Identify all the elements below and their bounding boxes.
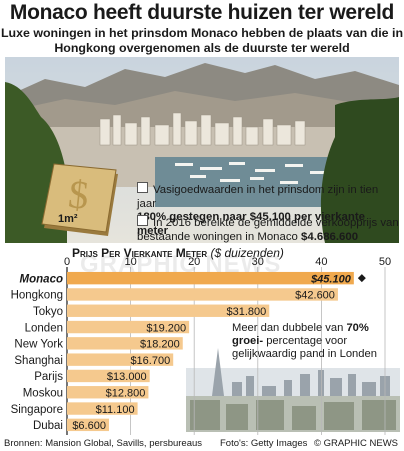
bar: [67, 353, 174, 366]
price-bar-chart: 0 10 20 30 40 50 Monaco Hongkong Tokyo Londen New…: [11, 256, 400, 435]
fact2-value: $4.686.600: [301, 230, 359, 243]
category-label: Monaco: [20, 273, 63, 285]
value-label: $11.100: [96, 404, 135, 416]
london-annotation: Meer dan dubbele van 70% groei- percenta…: [232, 322, 400, 361]
value-label: $42.600: [295, 290, 335, 302]
bullet-square-icon: [137, 215, 148, 226]
subtitle-line-2: Hongkong overgenomen als de duurste ter …: [54, 41, 350, 55]
category-label: Tokyo: [33, 306, 63, 318]
value-label: $13.000: [107, 371, 147, 383]
fact1-line-a: Vasigoedwaarden in het prinsdom zijn in …: [137, 184, 379, 210]
value-label: $16.700: [130, 355, 170, 367]
bar: [67, 320, 190, 334]
chart-title-text: Prijs Per Vierkante Meter: [72, 246, 208, 260]
bullet-square-icon: [137, 182, 148, 193]
category-label: Parijs: [34, 371, 63, 383]
chart-title: Prijs Per Vierkante Meter ($ duizenden): [72, 246, 284, 260]
category-label: Londen: [25, 322, 63, 334]
bar: [67, 337, 183, 350]
fact2-line-a: In 2016 bereikte de gemiddelde verkooppr…: [153, 217, 399, 229]
x-tick-label: 30: [252, 256, 264, 268]
bar: [67, 402, 138, 415]
fact1-line-b: 180% gestegen naar $45.100 per vierkante…: [137, 211, 365, 237]
note-part-c: percentage voor gelijkwaardig pand in Lo…: [232, 335, 377, 360]
bar: [67, 304, 270, 317]
category-label: Shanghai: [14, 355, 63, 367]
category-label: Hongkong: [11, 290, 63, 302]
value-label: $18.200: [140, 339, 180, 351]
value-label: $6.600: [72, 420, 106, 432]
value-label: $31.800: [226, 306, 266, 318]
category-label: Dubai: [33, 420, 63, 432]
x-tick-label: 10: [124, 256, 136, 268]
london-skyline-photo: [186, 348, 400, 432]
fact-block-2: In 2016 bereikte de gemiddelde verkooppr…: [137, 215, 399, 244]
square-meter-coin-icon: $ 1m²: [38, 160, 122, 242]
x-tick-label: 50: [379, 256, 391, 268]
source-text: Bronnen: Mansion Global, Savills, persbu…: [4, 438, 203, 449]
page-title: Monaco heeft duurste huizen ter wereld: [9, 1, 395, 24]
highlight-diamond-icon: [357, 274, 366, 283]
note-part-b: 70% groei-: [232, 322, 369, 347]
bar: [67, 418, 109, 432]
bar: [67, 288, 338, 301]
category-label: Moskou: [23, 387, 63, 399]
x-tick-label: 20: [188, 256, 200, 268]
photo-credit: Foto's: Getty Images: [220, 438, 308, 449]
note-part-a: Meer dan dubbele van: [232, 322, 347, 334]
svg-text:$: $: [66, 171, 91, 218]
category-label: New York: [14, 339, 63, 351]
copyright: © GRAPHIC NEWS: [313, 438, 398, 449]
value-label: $19.200: [146, 322, 186, 334]
x-tick-label: 0: [64, 256, 70, 268]
chart-unit: ($ duizenden): [210, 246, 284, 260]
bar: [67, 369, 150, 383]
coin-label: 1m²: [58, 213, 78, 225]
value-label: $12.800: [106, 387, 146, 399]
x-tick-label: 40: [315, 256, 327, 268]
subtitle-line-1: Luxe woningen in het prinsdom Monaco heb…: [0, 26, 404, 40]
bar: [67, 386, 149, 399]
footer: Bronnen: Mansion Global, Savills, persbu…: [0, 436, 404, 451]
fact2-line-b: bestaande woningen in Monaco: [137, 230, 302, 243]
fact-block-1: Vasigoedwaarden in het prinsdom zijn in …: [137, 182, 399, 238]
category-label: Singapore: [11, 404, 63, 416]
bar: [67, 271, 354, 285]
value-label: $45.100: [310, 273, 352, 285]
